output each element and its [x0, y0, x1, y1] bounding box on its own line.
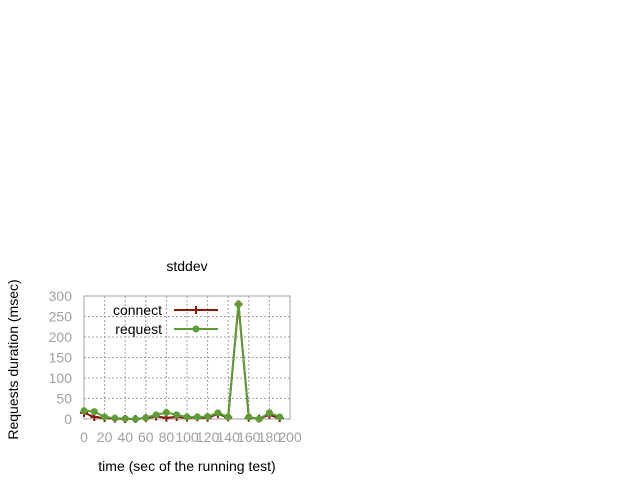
y-tick-label: 250 — [49, 309, 73, 325]
data-point-request — [255, 415, 263, 423]
grid — [84, 296, 290, 419]
chart-title: stddev — [166, 258, 207, 274]
x-tick-label: 160 — [237, 429, 261, 445]
data-point-request — [101, 413, 109, 421]
data-point-request — [80, 407, 88, 415]
data-point-request — [245, 413, 253, 421]
data-point-request — [132, 415, 139, 423]
x-tick-label: 140 — [217, 429, 241, 445]
y-tick-label: 50 — [56, 391, 72, 407]
y-tick-label: 100 — [49, 370, 73, 386]
x-tick-label: 200 — [278, 429, 302, 445]
x-tick-label: 20 — [97, 429, 113, 445]
series-request — [80, 300, 284, 423]
x-tick-label: 60 — [138, 429, 154, 445]
series-line-connect — [83, 304, 281, 420]
y-tick-label: 0 — [64, 411, 72, 427]
data-point-request — [276, 413, 284, 421]
data-point-request — [152, 411, 160, 419]
y-tick-label: 200 — [49, 329, 73, 345]
data-point-request — [111, 414, 119, 422]
x-tick-label: 180 — [258, 429, 282, 445]
legend-label-request: request — [115, 321, 162, 337]
data-point-request — [214, 409, 222, 417]
data-point-request — [235, 300, 242, 308]
legend-marker-request — [192, 325, 200, 333]
data-point-request — [142, 414, 150, 422]
data-point-request — [204, 413, 212, 421]
x-tick-label: 120 — [196, 429, 220, 445]
legend-marker-connect — [192, 306, 200, 314]
x-tick-label: 80 — [159, 429, 175, 445]
data-point-request — [193, 413, 201, 421]
data-point-request — [90, 408, 98, 416]
legend-label-connect: connect — [113, 302, 162, 318]
data-point-request — [162, 408, 170, 416]
y-tick-label: 150 — [49, 350, 73, 366]
data-point-request — [121, 415, 129, 423]
y-axis-label: Requests duration (msec) — [5, 279, 21, 439]
x-tick-label: 100 — [175, 429, 199, 445]
x-tick-label: 0 — [80, 429, 88, 445]
data-point-request — [183, 413, 191, 421]
data-point-request — [224, 413, 232, 421]
series-layer — [80, 300, 284, 423]
series-line-request — [83, 304, 281, 421]
data-point-request — [265, 409, 273, 417]
y-tick-label: 300 — [49, 288, 73, 304]
x-axis-label: time (sec of the running test) — [98, 458, 275, 474]
legend: connect request — [113, 302, 218, 337]
x-tick-label: 40 — [117, 429, 133, 445]
tick-labels: 0 20 40 60 80 1001201401601802000501001502002… — [49, 288, 302, 445]
series-connect — [80, 300, 284, 423]
data-point-request — [173, 411, 181, 419]
